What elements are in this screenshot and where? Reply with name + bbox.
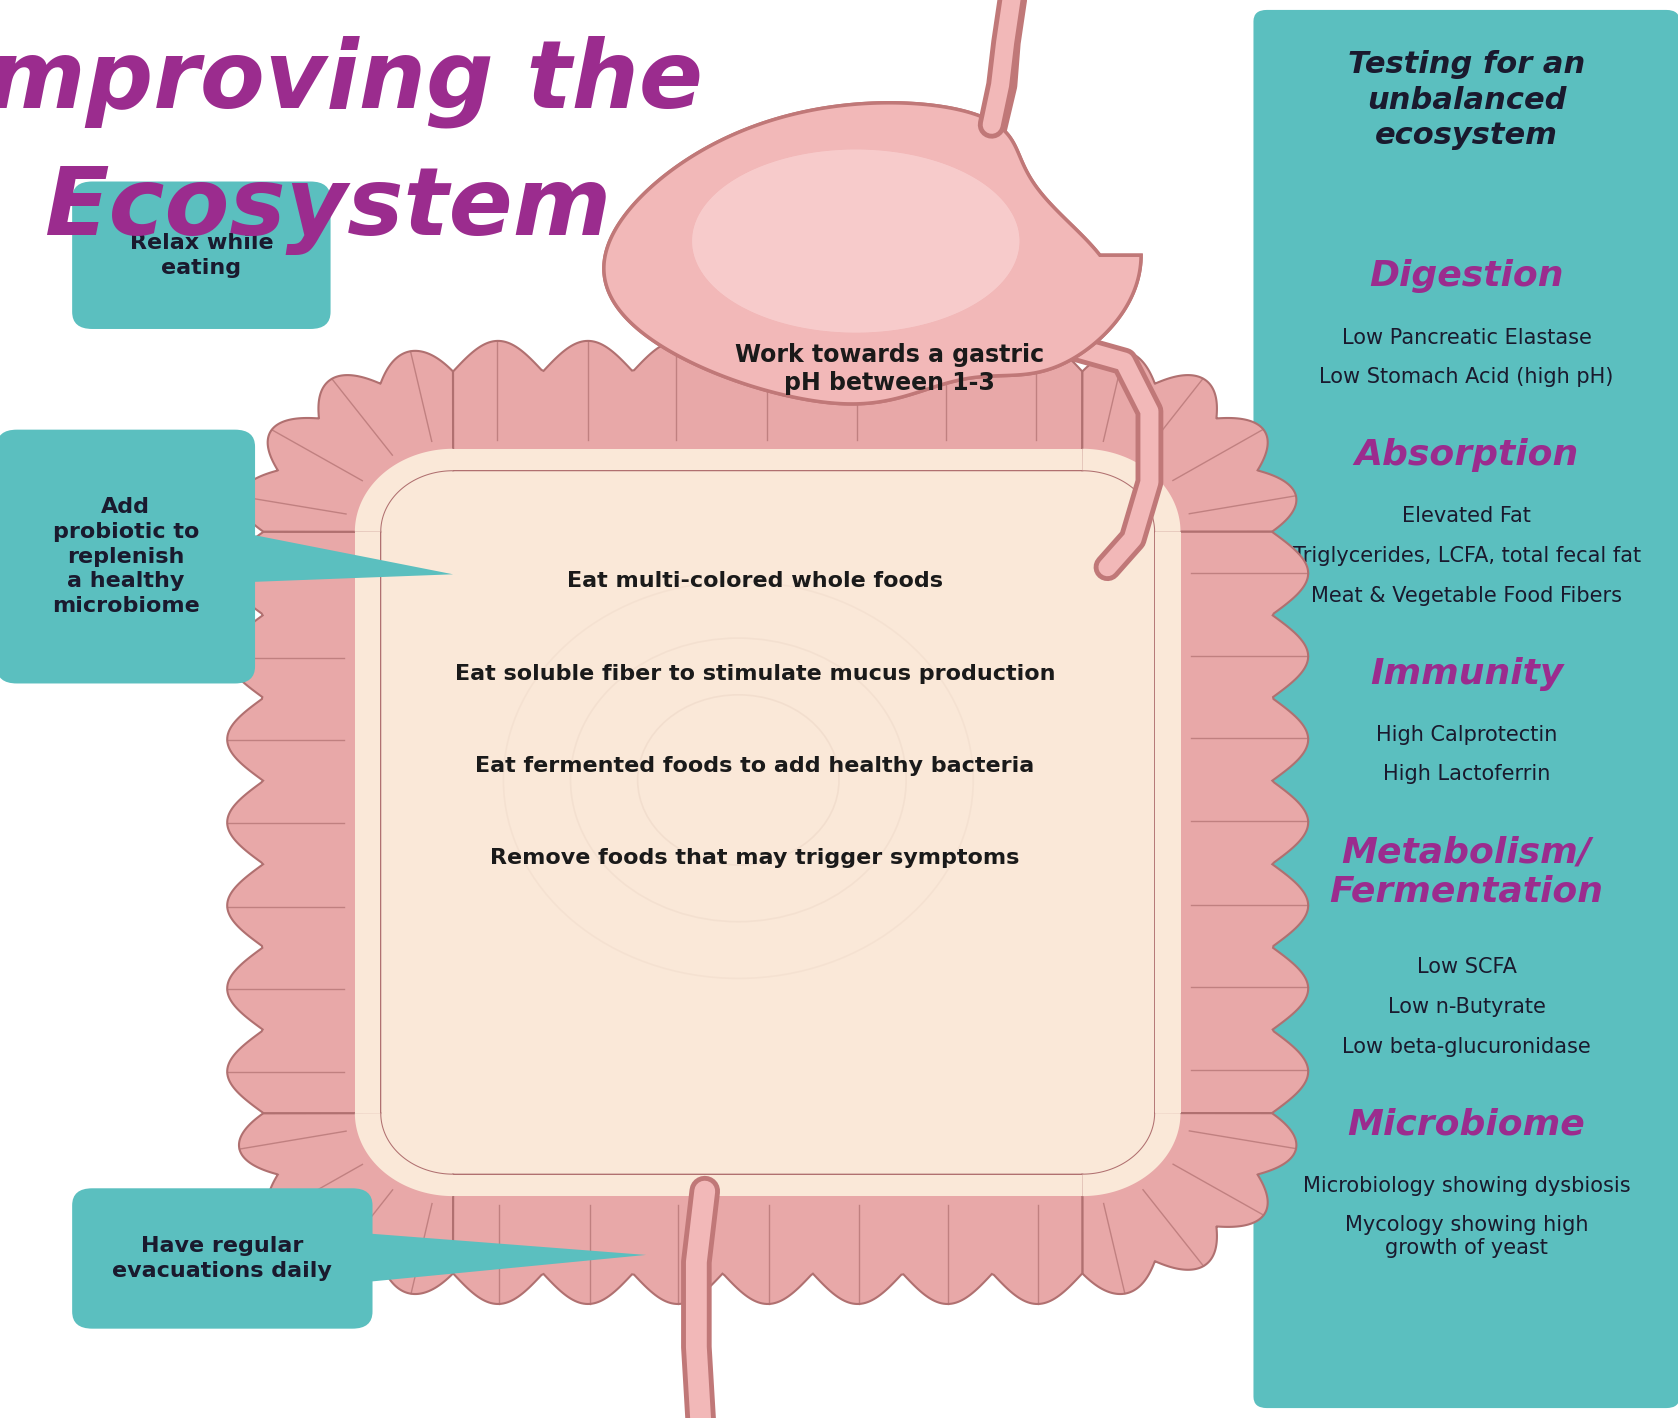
Polygon shape xyxy=(354,532,381,1113)
Text: Low Pancreatic Elastase: Low Pancreatic Elastase xyxy=(1342,328,1591,347)
Polygon shape xyxy=(693,150,1020,332)
Polygon shape xyxy=(238,350,453,532)
Text: Metabolism/
Fermentation: Metabolism/ Fermentation xyxy=(1329,835,1604,909)
Polygon shape xyxy=(1082,448,1181,532)
Polygon shape xyxy=(453,1174,1082,1305)
Polygon shape xyxy=(693,150,1020,332)
Text: High Lactoferrin: High Lactoferrin xyxy=(1383,764,1550,784)
Text: Add
probiotic to
replenish
a healthy
microbiome: Add probiotic to replenish a healthy mic… xyxy=(52,496,200,617)
Polygon shape xyxy=(453,1174,1082,1197)
Text: Digestion: Digestion xyxy=(1369,259,1564,294)
Text: Meat & Vegetable Food Fibers: Meat & Vegetable Food Fibers xyxy=(1311,586,1623,605)
Text: Mycology showing high
growth of yeast: Mycology showing high growth of yeast xyxy=(1344,1215,1589,1258)
Polygon shape xyxy=(453,340,1082,471)
Text: Eat soluble fiber to stimulate mucus production: Eat soluble fiber to stimulate mucus pro… xyxy=(455,664,1055,683)
Text: High Calprotectin: High Calprotectin xyxy=(1376,725,1557,744)
Polygon shape xyxy=(354,448,453,532)
Text: Improving the: Improving the xyxy=(0,35,703,128)
Text: Microbiology showing dysbiosis: Microbiology showing dysbiosis xyxy=(1302,1176,1631,1195)
Polygon shape xyxy=(354,1113,453,1197)
Text: Absorption: Absorption xyxy=(1354,438,1579,472)
Polygon shape xyxy=(238,1113,453,1295)
Text: Low Stomach Acid (high pH): Low Stomach Acid (high pH) xyxy=(1319,367,1614,387)
Text: Microbiome: Microbiome xyxy=(1347,1107,1586,1141)
Text: Testing for an
unbalanced
ecosystem: Testing for an unbalanced ecosystem xyxy=(1347,50,1586,150)
Text: Low SCFA: Low SCFA xyxy=(1416,957,1517,977)
Text: Low beta-glucuronidase: Low beta-glucuronidase xyxy=(1342,1037,1591,1056)
Text: Remove foods that may trigger symptoms: Remove foods that may trigger symptoms xyxy=(490,848,1020,868)
Polygon shape xyxy=(604,104,1141,404)
Text: Immunity: Immunity xyxy=(1369,657,1564,691)
Polygon shape xyxy=(227,532,381,1113)
Text: Triglycerides, LCFA, total fecal fat: Triglycerides, LCFA, total fecal fat xyxy=(1292,546,1641,566)
Text: Eat fermented foods to add healthy bacteria: Eat fermented foods to add healthy bacte… xyxy=(475,756,1035,776)
Text: Work towards a gastric
pH between 1-3: Work towards a gastric pH between 1-3 xyxy=(735,343,1044,394)
FancyBboxPatch shape xyxy=(0,430,255,683)
Polygon shape xyxy=(352,1232,646,1283)
Text: Have regular
evacuations daily: Have regular evacuations daily xyxy=(112,1236,332,1280)
Polygon shape xyxy=(1082,1113,1181,1197)
Polygon shape xyxy=(453,448,1082,471)
FancyBboxPatch shape xyxy=(349,442,1186,1201)
Polygon shape xyxy=(1154,532,1181,1113)
Text: Low n-Butyrate: Low n-Butyrate xyxy=(1388,997,1545,1017)
Text: Relax while
eating: Relax while eating xyxy=(129,233,274,278)
FancyBboxPatch shape xyxy=(72,1188,373,1329)
Polygon shape xyxy=(604,104,1141,404)
Polygon shape xyxy=(232,532,453,583)
Text: Ecosystem: Ecosystem xyxy=(44,163,611,255)
Text: Eat multi-colored whole foods: Eat multi-colored whole foods xyxy=(567,571,943,591)
Text: Elevated Fat: Elevated Fat xyxy=(1403,506,1530,526)
Polygon shape xyxy=(1082,350,1297,532)
FancyBboxPatch shape xyxy=(1253,10,1678,1408)
Polygon shape xyxy=(1154,532,1309,1113)
FancyBboxPatch shape xyxy=(72,182,331,329)
Polygon shape xyxy=(1082,1113,1297,1295)
